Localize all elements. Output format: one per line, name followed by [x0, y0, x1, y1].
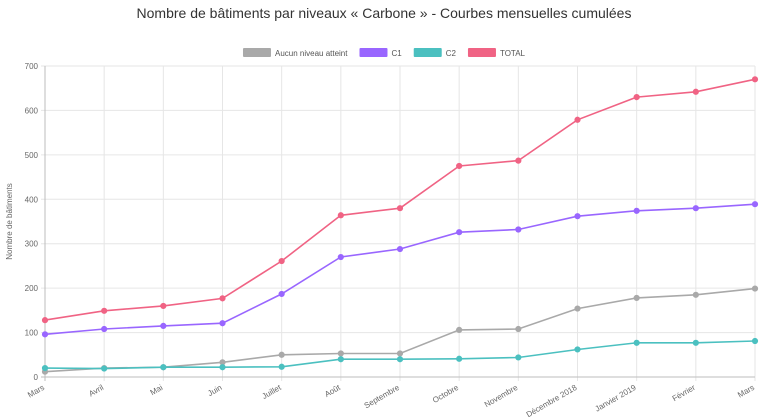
data-point[interactable]	[692, 339, 699, 346]
data-point[interactable]	[396, 245, 404, 253]
x-tick-label: Janvier 2019	[593, 383, 638, 414]
y-axis-title: Nombre de bâtiments	[5, 183, 14, 259]
series-total	[41, 76, 759, 324]
data-point[interactable]	[337, 253, 344, 261]
data-point[interactable]	[456, 229, 463, 236]
y-tick-label: 500	[25, 151, 39, 160]
data-point[interactable]	[751, 337, 759, 345]
data-point[interactable]	[751, 285, 759, 292]
data-point[interactable]	[633, 207, 640, 214]
data-point[interactable]	[41, 365, 49, 372]
data-point[interactable]	[337, 350, 344, 357]
data-point[interactable]	[574, 116, 581, 123]
x-tick-label: Juin	[206, 383, 223, 398]
x-tick-label: Avril	[87, 383, 105, 399]
data-point[interactable]	[278, 290, 285, 298]
y-tick-label: 0	[34, 373, 39, 382]
chart-title: Nombre de bâtiments par niveaux « Carbon…	[136, 5, 632, 21]
x-tick-label: Juillet	[260, 383, 283, 401]
data-point[interactable]	[574, 213, 581, 220]
legend-label: C2	[446, 49, 457, 58]
legend-label: Aucun niveau atteint	[275, 49, 348, 58]
data-point[interactable]	[456, 162, 463, 170]
data-point[interactable]	[101, 365, 108, 372]
x-tick-label: Décembre 2018	[525, 383, 579, 417]
data-point[interactable]	[219, 320, 226, 327]
data-point[interactable]	[456, 355, 463, 362]
data-point[interactable]	[692, 205, 699, 212]
x-tick-label: Mai	[149, 383, 165, 397]
data-point[interactable]	[633, 294, 640, 302]
data-point[interactable]	[101, 325, 108, 333]
data-point[interactable]	[278, 363, 285, 370]
legend: Aucun niveau atteint C1 C2 TOTAL	[242, 48, 526, 58]
data-point[interactable]	[278, 351, 285, 358]
legend-label: TOTAL	[500, 49, 526, 58]
legend-swatch[interactable]	[413, 48, 442, 57]
data-point[interactable]	[337, 212, 344, 219]
data-point[interactable]	[515, 157, 522, 164]
data-point[interactable]	[692, 88, 699, 95]
grid-lines	[41, 65, 756, 381]
data-point[interactable]	[396, 356, 404, 363]
data-point[interactable]	[219, 364, 226, 371]
y-tick-label: 200	[25, 284, 39, 293]
x-tick-label: Février	[671, 383, 697, 403]
data-point[interactable]	[515, 325, 522, 333]
data-point[interactable]	[515, 354, 522, 361]
x-tick-label: Août	[323, 383, 342, 399]
series-lines	[41, 76, 759, 375]
x-tick-label: Octobre	[431, 383, 461, 405]
data-point[interactable]	[101, 307, 108, 314]
data-point[interactable]	[515, 226, 522, 233]
data-point[interactable]	[456, 326, 463, 334]
data-point[interactable]	[633, 94, 640, 101]
series-c2	[41, 337, 759, 372]
y-axis-tick-labels: 0 100 200 300 400 500 600 700	[25, 62, 39, 382]
x-tick-label: Mars	[26, 383, 46, 400]
y-tick-label: 100	[25, 329, 39, 338]
data-point[interactable]	[337, 356, 344, 363]
data-point[interactable]	[396, 205, 404, 212]
axes	[44, 66, 755, 378]
data-point[interactable]	[160, 364, 167, 371]
legend-swatch[interactable]	[467, 48, 496, 57]
data-point[interactable]	[574, 346, 581, 353]
data-point[interactable]	[160, 302, 167, 310]
data-point[interactable]	[751, 76, 759, 83]
data-point[interactable]	[692, 291, 699, 298]
x-tick-label: Mars	[736, 383, 756, 400]
series-c1	[41, 201, 759, 338]
data-point[interactable]	[41, 331, 49, 338]
y-tick-label: 400	[25, 195, 39, 204]
x-tick-label: Septembre	[363, 383, 402, 411]
data-point[interactable]	[41, 317, 49, 324]
y-tick-label: 700	[25, 62, 39, 71]
y-tick-label: 600	[25, 106, 39, 115]
data-point[interactable]	[219, 295, 226, 302]
data-point[interactable]	[278, 257, 285, 265]
legend-label: C1	[391, 49, 402, 58]
data-point[interactable]	[160, 322, 167, 330]
legend-swatch[interactable]	[242, 48, 271, 57]
data-point[interactable]	[396, 350, 404, 357]
data-point[interactable]	[574, 305, 581, 312]
legend-swatch[interactable]	[359, 48, 388, 57]
x-axis-tick-labels: Mars Avril Mai Juin Juillet Août Septembre Octo…	[26, 383, 756, 417]
data-point[interactable]	[633, 339, 640, 346]
data-point[interactable]	[751, 201, 759, 208]
x-tick-label: Novembre	[483, 383, 520, 410]
y-tick-label: 300	[25, 240, 39, 249]
